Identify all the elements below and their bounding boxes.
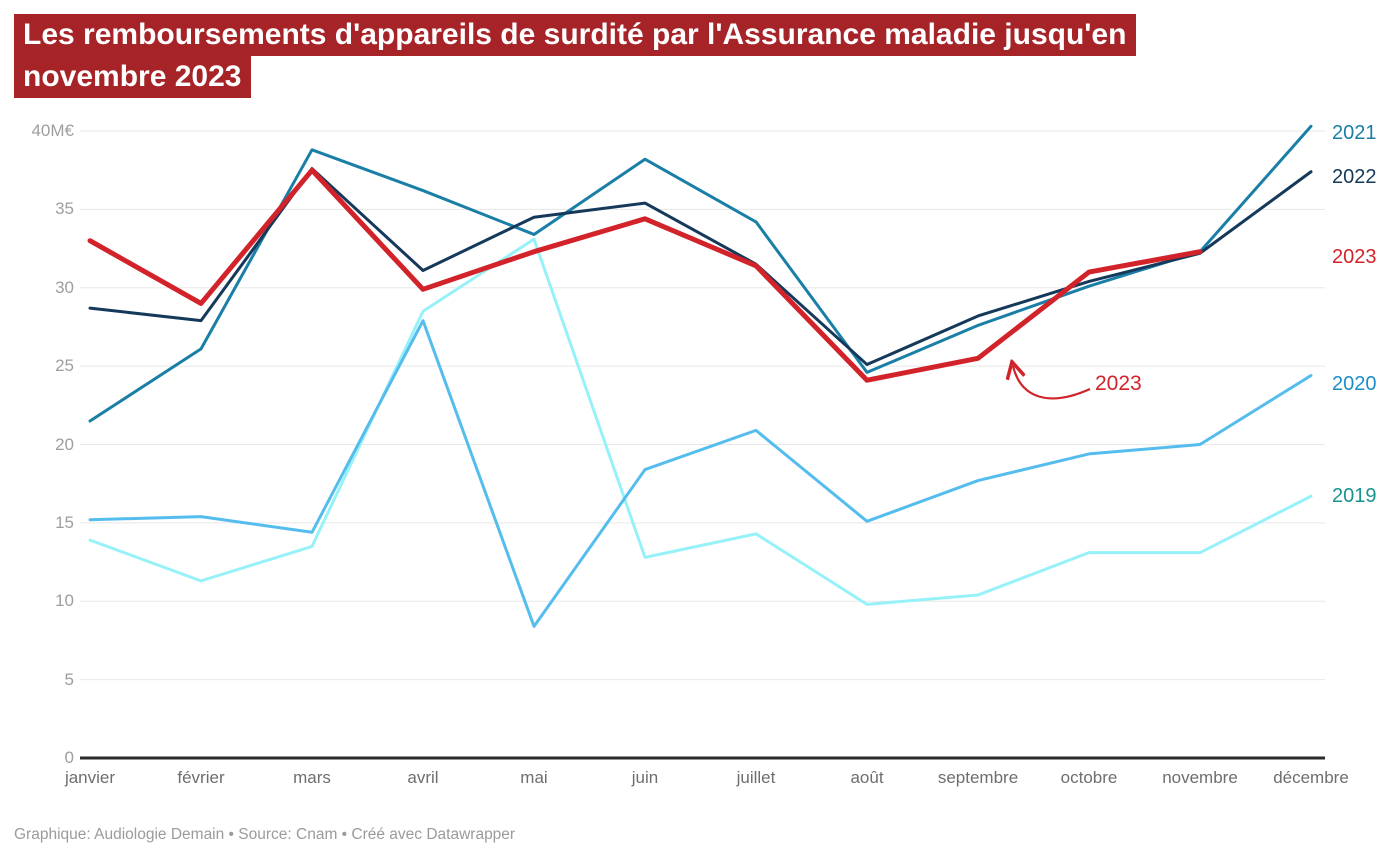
y-axis-tick-15: 15 — [55, 512, 74, 532]
x-axis-tick-novembre: novembre — [1162, 768, 1238, 787]
series-label-2022: 2022 — [1332, 165, 1377, 188]
annotation-2023: 2023 — [1095, 372, 1142, 395]
x-axis-tick-mars: mars — [293, 768, 331, 787]
y-axis-tick-30: 30 — [55, 277, 74, 297]
series-label-2020: 2020 — [1332, 372, 1377, 395]
series-label-2023: 2023 — [1332, 245, 1377, 268]
chart-footer-credits: Graphique: Audiologie Demain • Source: C… — [14, 826, 516, 843]
chart-title-line2: novembre 2023 — [14, 56, 252, 98]
x-axis-tick-octobre: octobre — [1060, 768, 1118, 787]
line-2019 — [88, 237, 1313, 606]
y-axis-tick-5: 5 — [64, 669, 74, 689]
x-axis-tick-mai: mai — [520, 768, 548, 787]
chart-title-line1: Les remboursements d'appareils de surdit… — [14, 14, 1137, 56]
y-axis-tick-40: 40M€ — [31, 121, 74, 140]
x-axis-tick-avril: avril — [407, 768, 439, 787]
x-axis-tick-juillet: juillet — [736, 768, 776, 787]
series-label-2021: 2021 — [1332, 122, 1377, 145]
x-axis-tick-août: août — [850, 768, 884, 787]
line-2023 — [87, 167, 1203, 383]
x-axis-tick-décembre: décembre — [1273, 768, 1349, 787]
x-axis-tick-juin: juin — [631, 768, 659, 787]
y-axis-tick-20: 20 — [55, 434, 74, 454]
x-axis-tick-septembre: septembre — [937, 768, 1019, 787]
annotation-arrow — [1013, 366, 1091, 400]
chart-title: Les remboursements d'appareils de surdit… — [14, 14, 1137, 98]
x-axis-tick-janvier: janvier — [64, 768, 116, 787]
line-2020 — [88, 319, 1313, 628]
y-axis-tick-0: 0 — [64, 748, 74, 767]
y-axis-tick-10: 10 — [55, 591, 74, 611]
y-axis-tick-25: 25 — [55, 356, 74, 376]
series-label-2019: 2019 — [1332, 485, 1377, 508]
line-2021 — [88, 124, 1313, 423]
x-axis-tick-février: février — [177, 768, 225, 787]
y-axis-tick-35: 35 — [55, 199, 74, 219]
